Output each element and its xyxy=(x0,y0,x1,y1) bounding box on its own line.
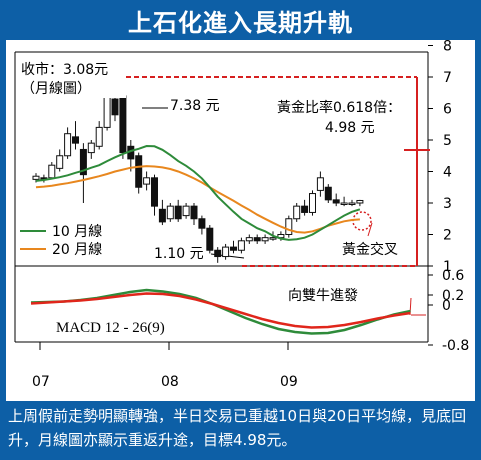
candle-body xyxy=(182,205,190,217)
candle-body xyxy=(190,205,198,220)
candle-body xyxy=(95,126,103,147)
candle-body xyxy=(237,240,245,251)
price-y-tick-label: 3 xyxy=(443,196,452,212)
candle-body xyxy=(198,218,206,229)
candle-body xyxy=(348,202,356,205)
candle-body xyxy=(32,175,40,180)
candle-body xyxy=(230,246,237,251)
candle-body xyxy=(261,237,269,242)
golden-ratio-box xyxy=(276,95,404,135)
macd-y-tick-label: 0.6 xyxy=(442,268,464,284)
candle-body xyxy=(158,208,166,223)
macd-bull-label: 向雙牛進發 xyxy=(288,288,358,304)
candle-body xyxy=(301,205,309,213)
candle-body xyxy=(269,237,277,240)
macd-y-tick-label: -0.8 xyxy=(442,338,469,354)
candle-body xyxy=(356,199,364,204)
candle-body xyxy=(79,148,87,176)
candle-body xyxy=(324,186,332,201)
x-tick-label: 09 xyxy=(280,374,298,390)
monthly-chart-label: （月線圖） xyxy=(21,81,91,97)
legend: 10 月線 20 月線 xyxy=(20,224,102,258)
candle-body xyxy=(293,205,301,220)
candle-body xyxy=(111,98,119,116)
close-price-label: 收市：3.08元 xyxy=(21,61,108,78)
macd-lines xyxy=(30,288,411,335)
candle-body xyxy=(64,133,72,157)
ma10-line xyxy=(35,144,361,241)
axis-ticks: 1 2 3 4 5 6 7 8 0.6 0.20 -0.8 07 08 09 xyxy=(32,40,469,390)
legend-ma10-label: 10 月線 xyxy=(52,224,102,240)
candle-body xyxy=(253,237,261,242)
candle-body xyxy=(166,205,174,220)
chart-svg: 1 2 3 4 5 6 7 8 0.6 0.20 -0.8 07 08 09 收市：3.08元 （月線圖）… xyxy=(14,40,469,390)
price-y-tick-label: 8 xyxy=(443,40,452,55)
low-price-label: 1.10 元 xyxy=(154,246,204,262)
golden-cross-pointer xyxy=(367,222,373,237)
high-price-label: 7.38 元 xyxy=(170,98,220,114)
candle-body xyxy=(214,249,222,258)
target-price-label: 4.98 元 xyxy=(325,120,375,136)
candle-body xyxy=(103,95,111,128)
candle-body xyxy=(245,237,253,242)
macd-indicator-label: MACD 12 - 26(9) xyxy=(56,320,165,336)
chart-panel: 1 2 3 4 5 6 7 8 0.6 0.2 0 -0.8 07 08 09 收市：3.08元 （月線圖）… xyxy=(6,40,475,401)
x-tick-label: 08 xyxy=(161,374,179,390)
legend-ma20-label: 20 月線 xyxy=(52,242,102,258)
macd-line-red xyxy=(30,292,411,329)
golden-cross-label: 黃金交叉 xyxy=(342,241,398,258)
candle-body xyxy=(222,246,230,258)
price-y-tick-label: 1 xyxy=(443,259,452,275)
price-y-tick-label: 7 xyxy=(443,70,452,86)
candle-body xyxy=(151,177,158,207)
golden-ratio-label: 黃金比率0.618倍： xyxy=(277,99,401,116)
candle-body xyxy=(332,199,340,204)
close-price-box xyxy=(18,58,126,98)
candle-body xyxy=(316,177,324,191)
candle-body xyxy=(285,218,293,235)
candle-body xyxy=(135,155,143,188)
candle-body xyxy=(340,202,348,205)
moving-averages xyxy=(35,144,361,241)
ma20-line xyxy=(35,165,360,234)
golden-cross-circle xyxy=(352,211,372,231)
price-y-tick-label: 4 xyxy=(443,165,452,181)
macd-y-tick-label: 0.2 xyxy=(442,288,464,304)
candle-body xyxy=(309,193,316,213)
candle-body xyxy=(174,205,182,220)
x-tick-label: 07 xyxy=(32,374,50,390)
title-bar: 上石化進入長期升軌 xyxy=(0,0,481,40)
chart-title: 上石化進入長期升軌 xyxy=(128,8,353,37)
candle-body xyxy=(87,142,95,154)
caption-text: 上周假前走勢明顯轉強，半日交易已重越10日與20日平均線，見底回升，月線圖亦顯示… xyxy=(8,407,467,449)
candle-body xyxy=(48,164,56,179)
macd-y-tick-label: 0 xyxy=(442,298,451,314)
candle-body xyxy=(56,155,64,169)
candle-body xyxy=(143,177,151,185)
candle-body xyxy=(206,227,214,251)
price-y-tick-label: 6 xyxy=(443,102,452,118)
candle-body xyxy=(119,95,127,154)
price-y-tick-label: 5 xyxy=(443,133,452,149)
price-y-tick-label: 2 xyxy=(443,228,452,244)
candle-body xyxy=(72,136,79,144)
